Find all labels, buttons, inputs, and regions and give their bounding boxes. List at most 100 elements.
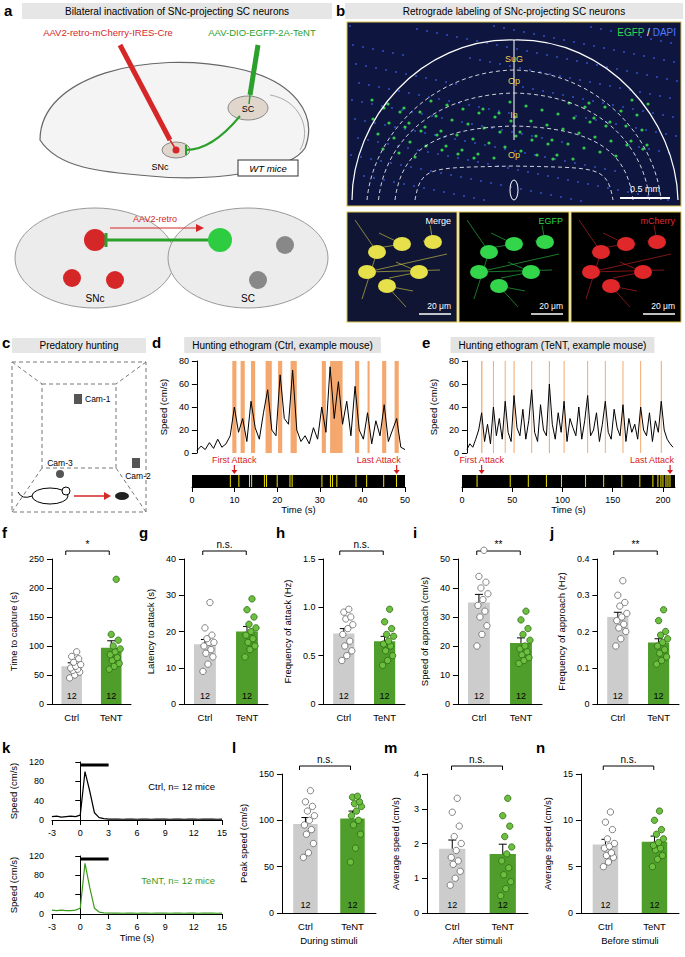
svg-text:40: 40: [179, 402, 189, 412]
svg-text:9: 9: [163, 922, 168, 932]
svg-text:n.s.: n.s.: [620, 754, 636, 765]
svg-text:30: 30: [440, 612, 450, 622]
svg-text:SuG: SuG: [505, 54, 523, 64]
svg-text:0: 0: [39, 909, 44, 919]
svg-text:Cam-2: Cam-2: [125, 471, 151, 481]
svg-text:Op: Op: [508, 76, 520, 86]
svg-text:12: 12: [189, 828, 199, 838]
svg-text:80: 80: [449, 356, 459, 366]
svg-text:10: 10: [440, 670, 450, 680]
svg-text:100: 100: [259, 815, 274, 825]
svg-text:3: 3: [106, 828, 111, 838]
svg-text:1.0: 1.0: [303, 602, 316, 612]
svg-text:50: 50: [440, 554, 450, 564]
svg-text:Ctrl: Ctrl: [198, 712, 213, 723]
svg-text:**: **: [632, 539, 640, 550]
svg-text:Time (s): Time (s): [551, 504, 585, 515]
svg-text:Average speed (cm/s): Average speed (cm/s): [542, 797, 553, 890]
svg-text:TeNT, n= 12 mice: TeNT, n= 12 mice: [141, 875, 215, 886]
svg-text:Cam-1: Cam-1: [85, 394, 111, 404]
svg-text:15: 15: [563, 769, 573, 779]
svg-text:SNc: SNc: [86, 293, 105, 304]
svg-text:n.s.: n.s.: [216, 539, 232, 550]
svg-text:1: 1: [414, 873, 419, 883]
svg-text:50: 50: [34, 670, 44, 680]
svg-text:Ctrl: Ctrl: [298, 921, 313, 932]
svg-text:-3: -3: [48, 828, 56, 838]
svg-text:20: 20: [440, 641, 450, 651]
svg-text:12: 12: [474, 691, 484, 701]
svg-text:EGFP: EGFP: [538, 216, 563, 226]
svg-text:n.s.: n.s.: [353, 539, 369, 550]
svg-text:Bilateral inactivation of SNc-: Bilateral inactivation of SNc-projecting…: [65, 6, 289, 17]
svg-text:-3: -3: [48, 922, 56, 932]
svg-text:150: 150: [29, 612, 44, 622]
svg-text:In: In: [510, 110, 518, 120]
svg-text:0.5: 0.5: [303, 651, 316, 661]
svg-text:50: 50: [507, 495, 517, 505]
svg-text:6: 6: [134, 828, 139, 838]
svg-text:20: 20: [449, 425, 459, 435]
svg-text:0: 0: [39, 815, 44, 825]
svg-text:9: 9: [163, 828, 168, 838]
svg-text:20: 20: [179, 425, 189, 435]
svg-text:Speed of approach (cm/s): Speed of approach (cm/s): [419, 577, 430, 686]
svg-text:30: 30: [166, 590, 176, 600]
svg-text:15: 15: [217, 922, 227, 932]
svg-text:40: 40: [449, 402, 459, 412]
svg-text:Speed (cm/s): Speed (cm/s): [158, 379, 169, 436]
svg-text:Time (s): Time (s): [281, 504, 315, 515]
svg-text:0.1: 0.1: [577, 663, 590, 673]
svg-text:15: 15: [217, 828, 227, 838]
svg-text:AAV2-retro-mCherry-IRES-Cre: AAV2-retro-mCherry-IRES-Cre: [43, 27, 173, 38]
svg-text:Ctrl: Ctrl: [336, 712, 351, 723]
svg-text:Time to capture (s): Time to capture (s): [8, 592, 19, 671]
svg-text:12: 12: [347, 900, 357, 910]
svg-text:12: 12: [447, 900, 457, 910]
svg-text:80: 80: [34, 870, 44, 880]
svg-text:20 μm: 20 μm: [427, 301, 451, 311]
svg-text:Cam-3: Cam-3: [47, 458, 73, 468]
svg-text:Last Attack: Last Attack: [630, 455, 675, 465]
svg-text:150: 150: [259, 769, 274, 779]
svg-text:Hunting ethogram (TeNT, exampl: Hunting ethogram (TeNT, example mouse): [459, 340, 647, 351]
svg-text:0.2: 0.2: [577, 627, 590, 637]
svg-text:AAV2-retro: AAV2-retro: [133, 214, 177, 224]
svg-text:Hunting ethogram (Ctrl, exampl: Hunting ethogram (Ctrl, example mouse): [192, 340, 373, 351]
svg-text:Speed (cm/s): Speed (cm/s): [8, 857, 19, 914]
svg-text:150: 150: [605, 495, 620, 505]
svg-text:Latency to attack (s): Latency to attack (s): [145, 589, 156, 675]
svg-text:mCherry: mCherry: [640, 216, 675, 226]
svg-text:20: 20: [166, 627, 176, 637]
svg-text:0.5 mm: 0.5 mm: [630, 184, 660, 194]
svg-text:12: 12: [600, 900, 610, 910]
svg-text:10: 10: [166, 663, 176, 673]
svg-text:TeNT: TeNT: [236, 712, 259, 723]
svg-text:Predatory hunting: Predatory hunting: [40, 340, 119, 351]
svg-text:TeNT: TeNT: [341, 921, 364, 932]
svg-text:60: 60: [179, 379, 189, 389]
svg-text:Ctrl: Ctrl: [610, 712, 625, 723]
svg-text:12: 12: [189, 922, 199, 932]
svg-text:100: 100: [555, 495, 570, 505]
svg-text:40: 40: [34, 796, 44, 806]
svg-text:40: 40: [357, 495, 367, 505]
svg-text:Average speed (cm/s): Average speed (cm/s): [390, 797, 401, 890]
svg-text:0: 0: [445, 699, 450, 709]
svg-text:80: 80: [179, 356, 189, 366]
svg-text:12: 12: [649, 900, 659, 910]
svg-text:TeNT: TeNT: [100, 712, 123, 723]
svg-text:0: 0: [39, 699, 44, 709]
svg-text:Ctrl: Ctrl: [472, 712, 487, 723]
svg-text:0: 0: [568, 908, 573, 918]
svg-text:n.s.: n.s.: [469, 754, 485, 765]
svg-text:0: 0: [584, 699, 589, 709]
svg-text:Frequency of attack (Hz): Frequency of attack (Hz): [282, 579, 293, 683]
svg-text:40: 40: [34, 890, 44, 900]
svg-text:12: 12: [242, 691, 252, 701]
svg-text:10: 10: [230, 495, 240, 505]
svg-text:0: 0: [78, 922, 83, 932]
svg-text:12: 12: [380, 691, 390, 701]
svg-text:12: 12: [300, 900, 310, 910]
svg-text:12: 12: [339, 691, 349, 701]
